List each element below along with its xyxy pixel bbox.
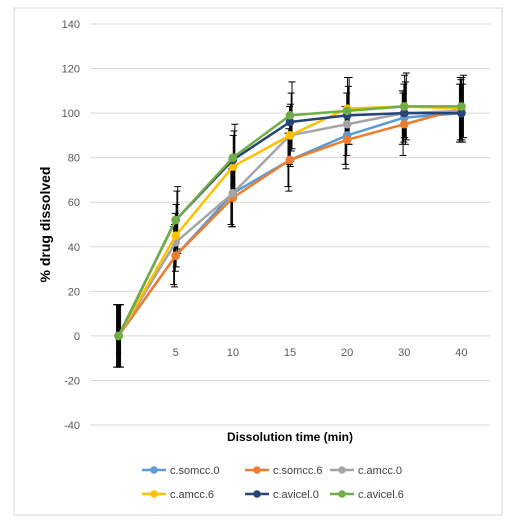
y-tick-label: 60 [68,197,80,209]
legend-label: c.somcc.0 [170,465,220,477]
data-point [342,106,352,116]
y-tick-label: 20 [68,286,80,298]
x-tick-label: 20 [341,347,353,359]
data-point [228,189,238,198]
series-c.avicel.6 [114,102,466,341]
x-tick-label: 40 [455,347,467,359]
x-tick-label: 15 [284,347,296,359]
x-tick-label: 5 [173,347,179,359]
data-point [285,155,295,165]
legend-label: c.amcc.0 [358,465,402,477]
legend-swatch-marker [150,490,158,498]
data-point [228,153,238,162]
y-tick-label: 80 [68,153,80,165]
data-point [285,131,295,140]
y-tick-label: 0 [74,331,80,343]
legend-swatch-marker [150,466,158,474]
legend-item: c.somcc.0 [142,465,220,477]
data-point [171,215,181,225]
x-tick-label: 30 [398,347,410,359]
data-point [285,111,295,120]
data-point [114,331,123,341]
legend-swatch-marker [253,466,261,474]
series-lines [114,102,466,341]
y-tick-label: 40 [68,242,80,254]
legend-item: c.amcc.6 [142,489,214,501]
data-point [457,102,466,111]
x-tick-label: 10 [227,347,239,359]
y-tick-label: 120 [62,64,80,76]
y-tick-labels: 140 120 100 80 60 40 20 0 -20 -40 [62,19,80,432]
data-point [171,251,181,260]
data-point [342,135,352,145]
data-point [399,119,409,129]
legend-item: c.avicel.6 [330,489,404,501]
chart-border [13,7,503,516]
legend-swatch-marker [338,466,346,474]
legend-item: c.avicel.0 [245,489,319,501]
y-tick-label: -20 [64,375,80,387]
legend-swatch-marker [338,490,346,498]
gridlines [90,23,490,426]
legend-swatch-marker [253,490,261,498]
legend-label: c.amcc.6 [170,489,214,501]
legend-item: c.amcc.0 [330,465,402,477]
y-axis-title: % drug dissolved [37,167,53,283]
legend-label: c.avicel.6 [358,489,404,501]
y-tick-label: 100 [62,108,80,120]
data-point [171,231,181,240]
legend-label: c.avicel.0 [273,489,319,501]
data-point [399,102,409,111]
legend: c.somcc.0 c.somcc.6 c.amcc.0 c.amcc.6 c.avic… [142,465,404,501]
series-c.amcc.6 [114,102,466,341]
x-axis-title: Dissolution time (min) [227,430,353,444]
legend-item: c.somcc.6 [245,465,323,477]
y-tick-label: 140 [62,19,80,31]
data-point [342,119,352,129]
y-tick-label: -40 [64,420,80,432]
legend-label: c.somcc.6 [273,465,323,477]
